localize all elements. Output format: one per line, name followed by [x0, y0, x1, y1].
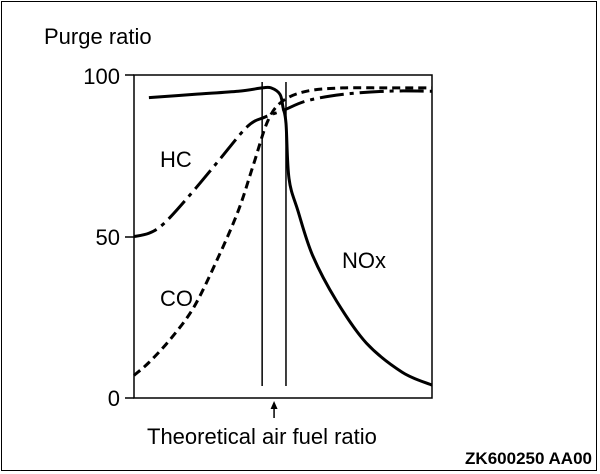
co-label: CO	[160, 286, 193, 311]
co-line	[133, 86, 432, 377]
y-tick-label: 100	[83, 64, 120, 89]
hc-line	[133, 89, 433, 238]
y-axis-title: Purge ratio	[44, 24, 152, 49]
up-arrow-icon	[270, 401, 278, 418]
plot-area	[133, 74, 433, 399]
figure-code: ZK600250 AA00	[465, 449, 592, 468]
nox-label: NOx	[342, 248, 386, 273]
y-tick-label: 50	[96, 225, 120, 250]
nox-line	[148, 85, 433, 387]
hc-label: HC	[160, 147, 192, 172]
x-axis-title: Theoretical air fuel ratio	[147, 424, 377, 449]
y-tick-label: 0	[108, 386, 120, 411]
